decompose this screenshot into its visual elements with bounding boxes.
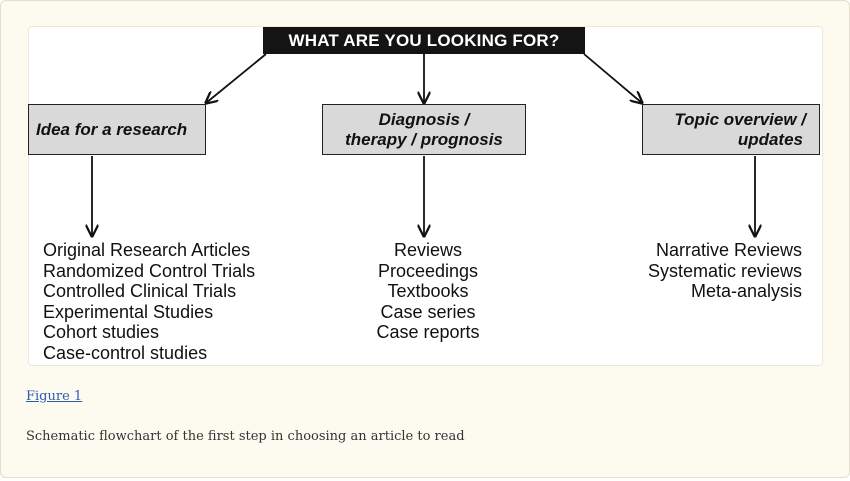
category-research-label: Idea for a research [36, 119, 188, 139]
list-item: Case reports [376, 322, 480, 343]
list-item: Narrative Reviews [655, 240, 802, 260]
list-item: Proceedings [377, 260, 479, 281]
category-topic-label-line-1: Topic overview / [674, 109, 806, 129]
figure-link[interactable]: Figure 1 [26, 389, 83, 404]
category-topic-box: Topic overview / updates [642, 104, 820, 155]
root-question-box: WHAT ARE YOU LOOKING FOR? [263, 27, 585, 54]
list-item: Systematic reviews [647, 260, 802, 281]
category-topic-label-line-2: updates [737, 129, 803, 149]
category-diagnosis-label-line-2: therapy / prognosis [345, 129, 503, 149]
figure-caption: Schematic flowchart of the first step in… [26, 429, 465, 444]
research-article-list: Original Research Articles Randomized Co… [43, 240, 255, 364]
list-item: Randomized Control Trials [43, 260, 256, 281]
flowchart-figure [28, 26, 823, 366]
list-item: Meta-analysis [690, 281, 802, 302]
list-item: Cohort studies [43, 322, 160, 343]
list-item: Textbooks [387, 281, 469, 302]
diagnosis-article-list: Reviews Proceedings Textbooks Case serie… [364, 240, 492, 343]
list-item: Experimental Studies [43, 301, 214, 322]
category-diagnosis-label-line-1: Diagnosis / [378, 109, 470, 129]
list-item: Original Research Articles [43, 240, 251, 260]
root-question-label: WHAT ARE YOU LOOKING FOR? [288, 30, 560, 50]
list-item: Case-control studies [43, 342, 208, 363]
list-item: Case series [380, 301, 476, 322]
topic-article-list: Narrative Reviews Systematic reviews Met… [636, 240, 802, 302]
list-item: Controlled Clinical Trials [43, 281, 237, 302]
category-diagnosis-box: Diagnosis / therapy / prognosis [322, 104, 526, 155]
category-research-box: Idea for a research [28, 104, 206, 155]
list-item: Reviews [393, 240, 463, 260]
